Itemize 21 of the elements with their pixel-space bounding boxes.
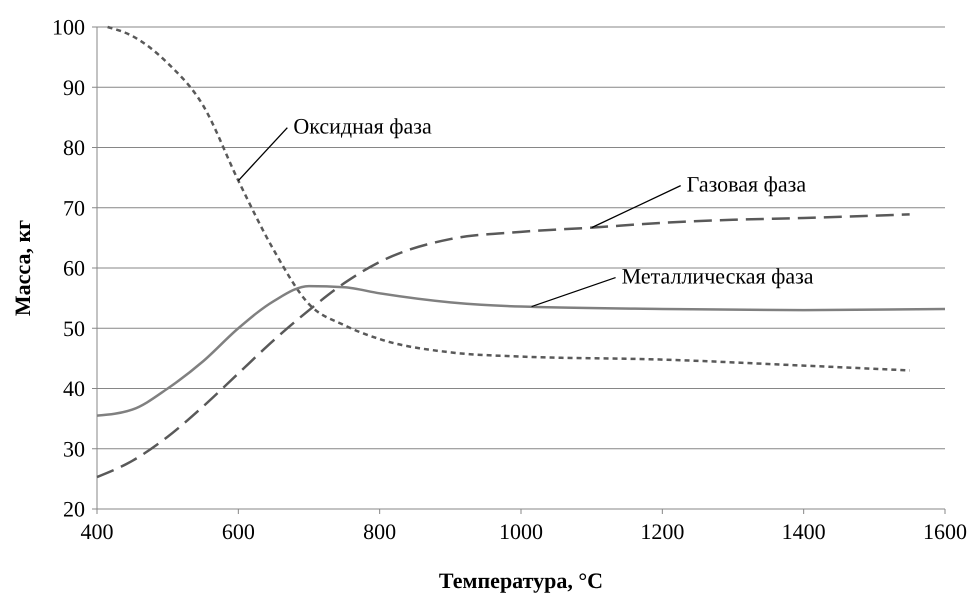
y-tick-label: 50 xyxy=(63,316,85,341)
x-tick-label: 1200 xyxy=(640,519,684,544)
x-tick-label: 400 xyxy=(80,519,114,544)
y-tick-label: 80 xyxy=(63,135,85,160)
y-axis-title: Масса, кг xyxy=(10,220,35,316)
x-tick-label: 600 xyxy=(222,519,255,544)
y-tick-label: 20 xyxy=(63,496,85,522)
y-tick-label: 90 xyxy=(63,74,85,100)
annotation: Газовая фаза xyxy=(686,172,806,197)
x-tick-label: 1000 xyxy=(499,519,543,544)
x-axis-title: Температура, °C xyxy=(438,568,604,593)
x-tick-label: 1600 xyxy=(923,519,967,544)
y-tick-label: 40 xyxy=(63,376,85,402)
annotation: Оксидная фаза xyxy=(293,114,432,139)
annotation: Металлическая фаза xyxy=(622,264,814,289)
y-tick-label: 60 xyxy=(63,256,85,281)
x-tick-label: 1400 xyxy=(782,519,826,544)
x-tick-label: 800 xyxy=(363,519,396,544)
y-tick-label: 70 xyxy=(63,195,85,220)
y-tick-label: 100 xyxy=(52,14,85,40)
y-tick-label: 30 xyxy=(63,436,85,462)
